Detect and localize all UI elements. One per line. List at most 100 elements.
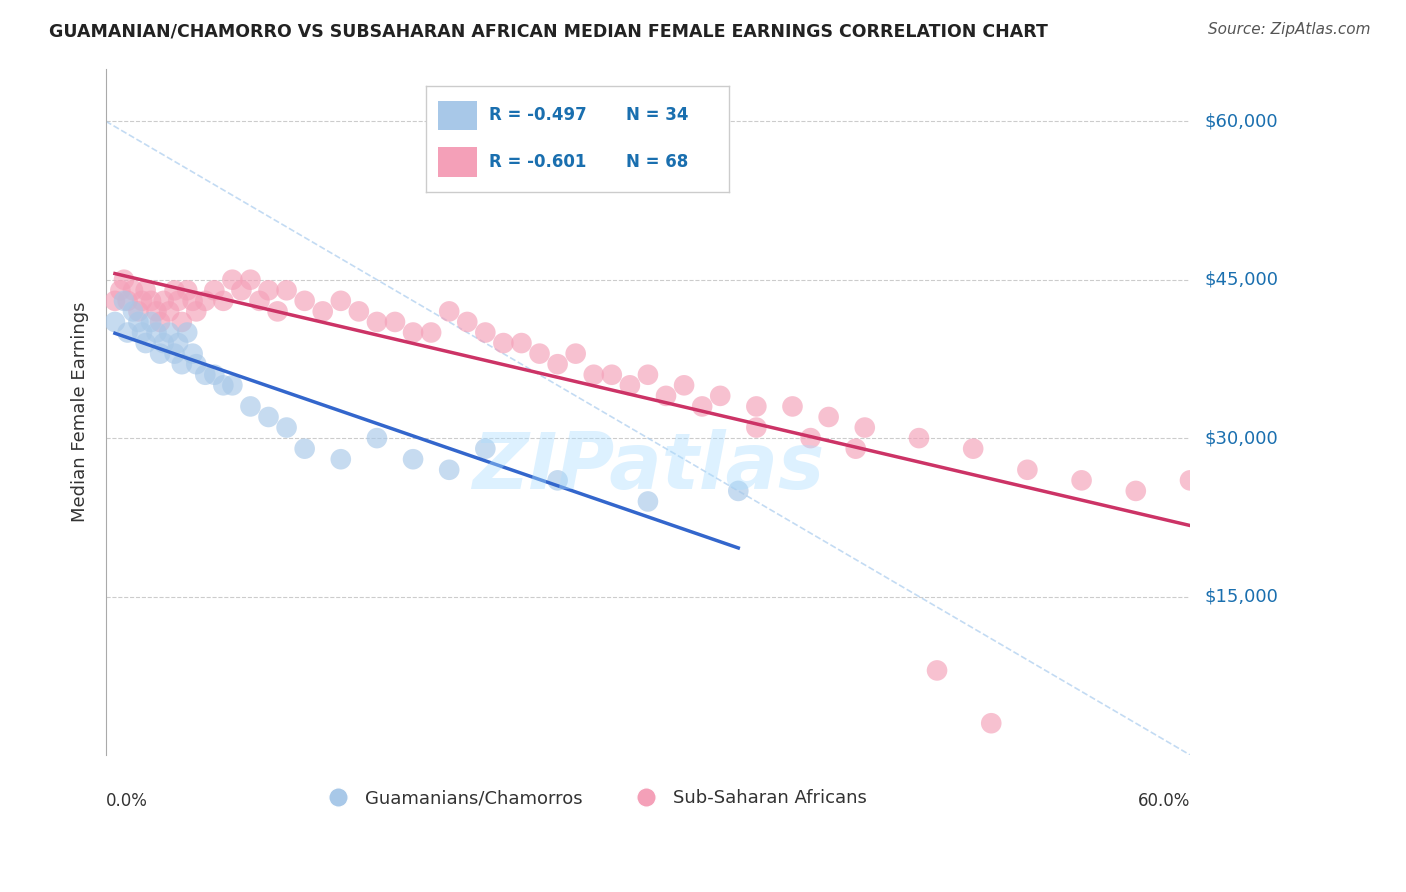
Point: [564, 346, 586, 360]
Point: [329, 452, 352, 467]
Point: [181, 346, 204, 360]
Point: [456, 315, 478, 329]
Point: [329, 293, 352, 308]
Point: [925, 664, 948, 678]
Point: [127, 304, 149, 318]
Point: [474, 326, 496, 340]
Point: [366, 431, 388, 445]
Point: [194, 293, 217, 308]
Point: [257, 409, 280, 424]
Point: [239, 400, 262, 414]
Point: [149, 346, 172, 360]
Point: [212, 293, 235, 308]
Point: [186, 304, 208, 318]
Point: [474, 442, 496, 456]
Point: [800, 431, 823, 445]
Point: [347, 304, 370, 318]
Point: [117, 293, 139, 308]
Point: [104, 315, 127, 329]
Point: [127, 315, 149, 329]
Point: [529, 346, 551, 360]
Point: [1070, 474, 1092, 488]
Point: [163, 346, 186, 360]
Point: [402, 326, 425, 340]
Point: [637, 494, 659, 508]
Point: [276, 283, 298, 297]
Point: [170, 315, 193, 329]
Point: [366, 315, 388, 329]
Point: [745, 420, 768, 434]
Point: [149, 315, 172, 329]
Point: [112, 293, 135, 308]
Point: [122, 283, 145, 297]
Point: [1017, 463, 1039, 477]
Point: [104, 293, 127, 308]
Text: 60.0%: 60.0%: [1137, 792, 1189, 810]
Point: [619, 378, 641, 392]
Point: [110, 283, 132, 297]
Point: [547, 474, 569, 488]
Point: [384, 315, 406, 329]
Point: [157, 304, 180, 318]
Point: [167, 336, 190, 351]
Point: [690, 400, 713, 414]
Point: [266, 304, 288, 318]
Point: [181, 293, 204, 308]
Point: [135, 283, 157, 297]
Point: [152, 336, 174, 351]
Point: [817, 409, 839, 424]
Point: [139, 293, 162, 308]
Point: [176, 283, 198, 297]
Point: [420, 326, 443, 340]
Point: [167, 293, 190, 308]
Point: [122, 304, 145, 318]
Point: [1125, 483, 1147, 498]
Point: [845, 442, 868, 456]
Point: [727, 483, 749, 498]
Point: [231, 283, 253, 297]
Point: [212, 378, 235, 392]
Point: [492, 336, 515, 351]
Point: [131, 293, 153, 308]
Text: $30,000: $30,000: [1205, 429, 1278, 447]
Point: [202, 368, 225, 382]
Point: [600, 368, 623, 382]
Point: [186, 357, 208, 371]
Point: [908, 431, 931, 445]
Point: [276, 420, 298, 434]
Point: [782, 400, 804, 414]
Text: GUAMANIAN/CHAMORRO VS SUBSAHARAN AFRICAN MEDIAN FEMALE EARNINGS CORRELATION CHAR: GUAMANIAN/CHAMORRO VS SUBSAHARAN AFRICAN…: [49, 22, 1047, 40]
Point: [221, 378, 243, 392]
Point: [145, 304, 167, 318]
Point: [145, 326, 167, 340]
Text: 0.0%: 0.0%: [105, 792, 148, 810]
Text: $45,000: $45,000: [1205, 270, 1278, 289]
Point: [637, 368, 659, 382]
Point: [582, 368, 605, 382]
Point: [1178, 474, 1201, 488]
Point: [547, 357, 569, 371]
Y-axis label: Median Female Earnings: Median Female Earnings: [72, 301, 89, 522]
Text: Source: ZipAtlas.com: Source: ZipAtlas.com: [1208, 22, 1371, 37]
Point: [745, 400, 768, 414]
Point: [139, 315, 162, 329]
Point: [135, 336, 157, 351]
Point: [294, 293, 316, 308]
Point: [437, 463, 460, 477]
Point: [117, 326, 139, 340]
Point: [655, 389, 678, 403]
Text: $60,000: $60,000: [1205, 112, 1278, 130]
Point: [163, 283, 186, 297]
Point: [312, 304, 335, 318]
Point: [853, 420, 876, 434]
Point: [131, 326, 153, 340]
Point: [152, 293, 174, 308]
Point: [112, 273, 135, 287]
Point: [962, 442, 984, 456]
Point: [157, 326, 180, 340]
Point: [673, 378, 696, 392]
Point: [221, 273, 243, 287]
Point: [402, 452, 425, 467]
Point: [980, 716, 1002, 731]
Point: [437, 304, 460, 318]
